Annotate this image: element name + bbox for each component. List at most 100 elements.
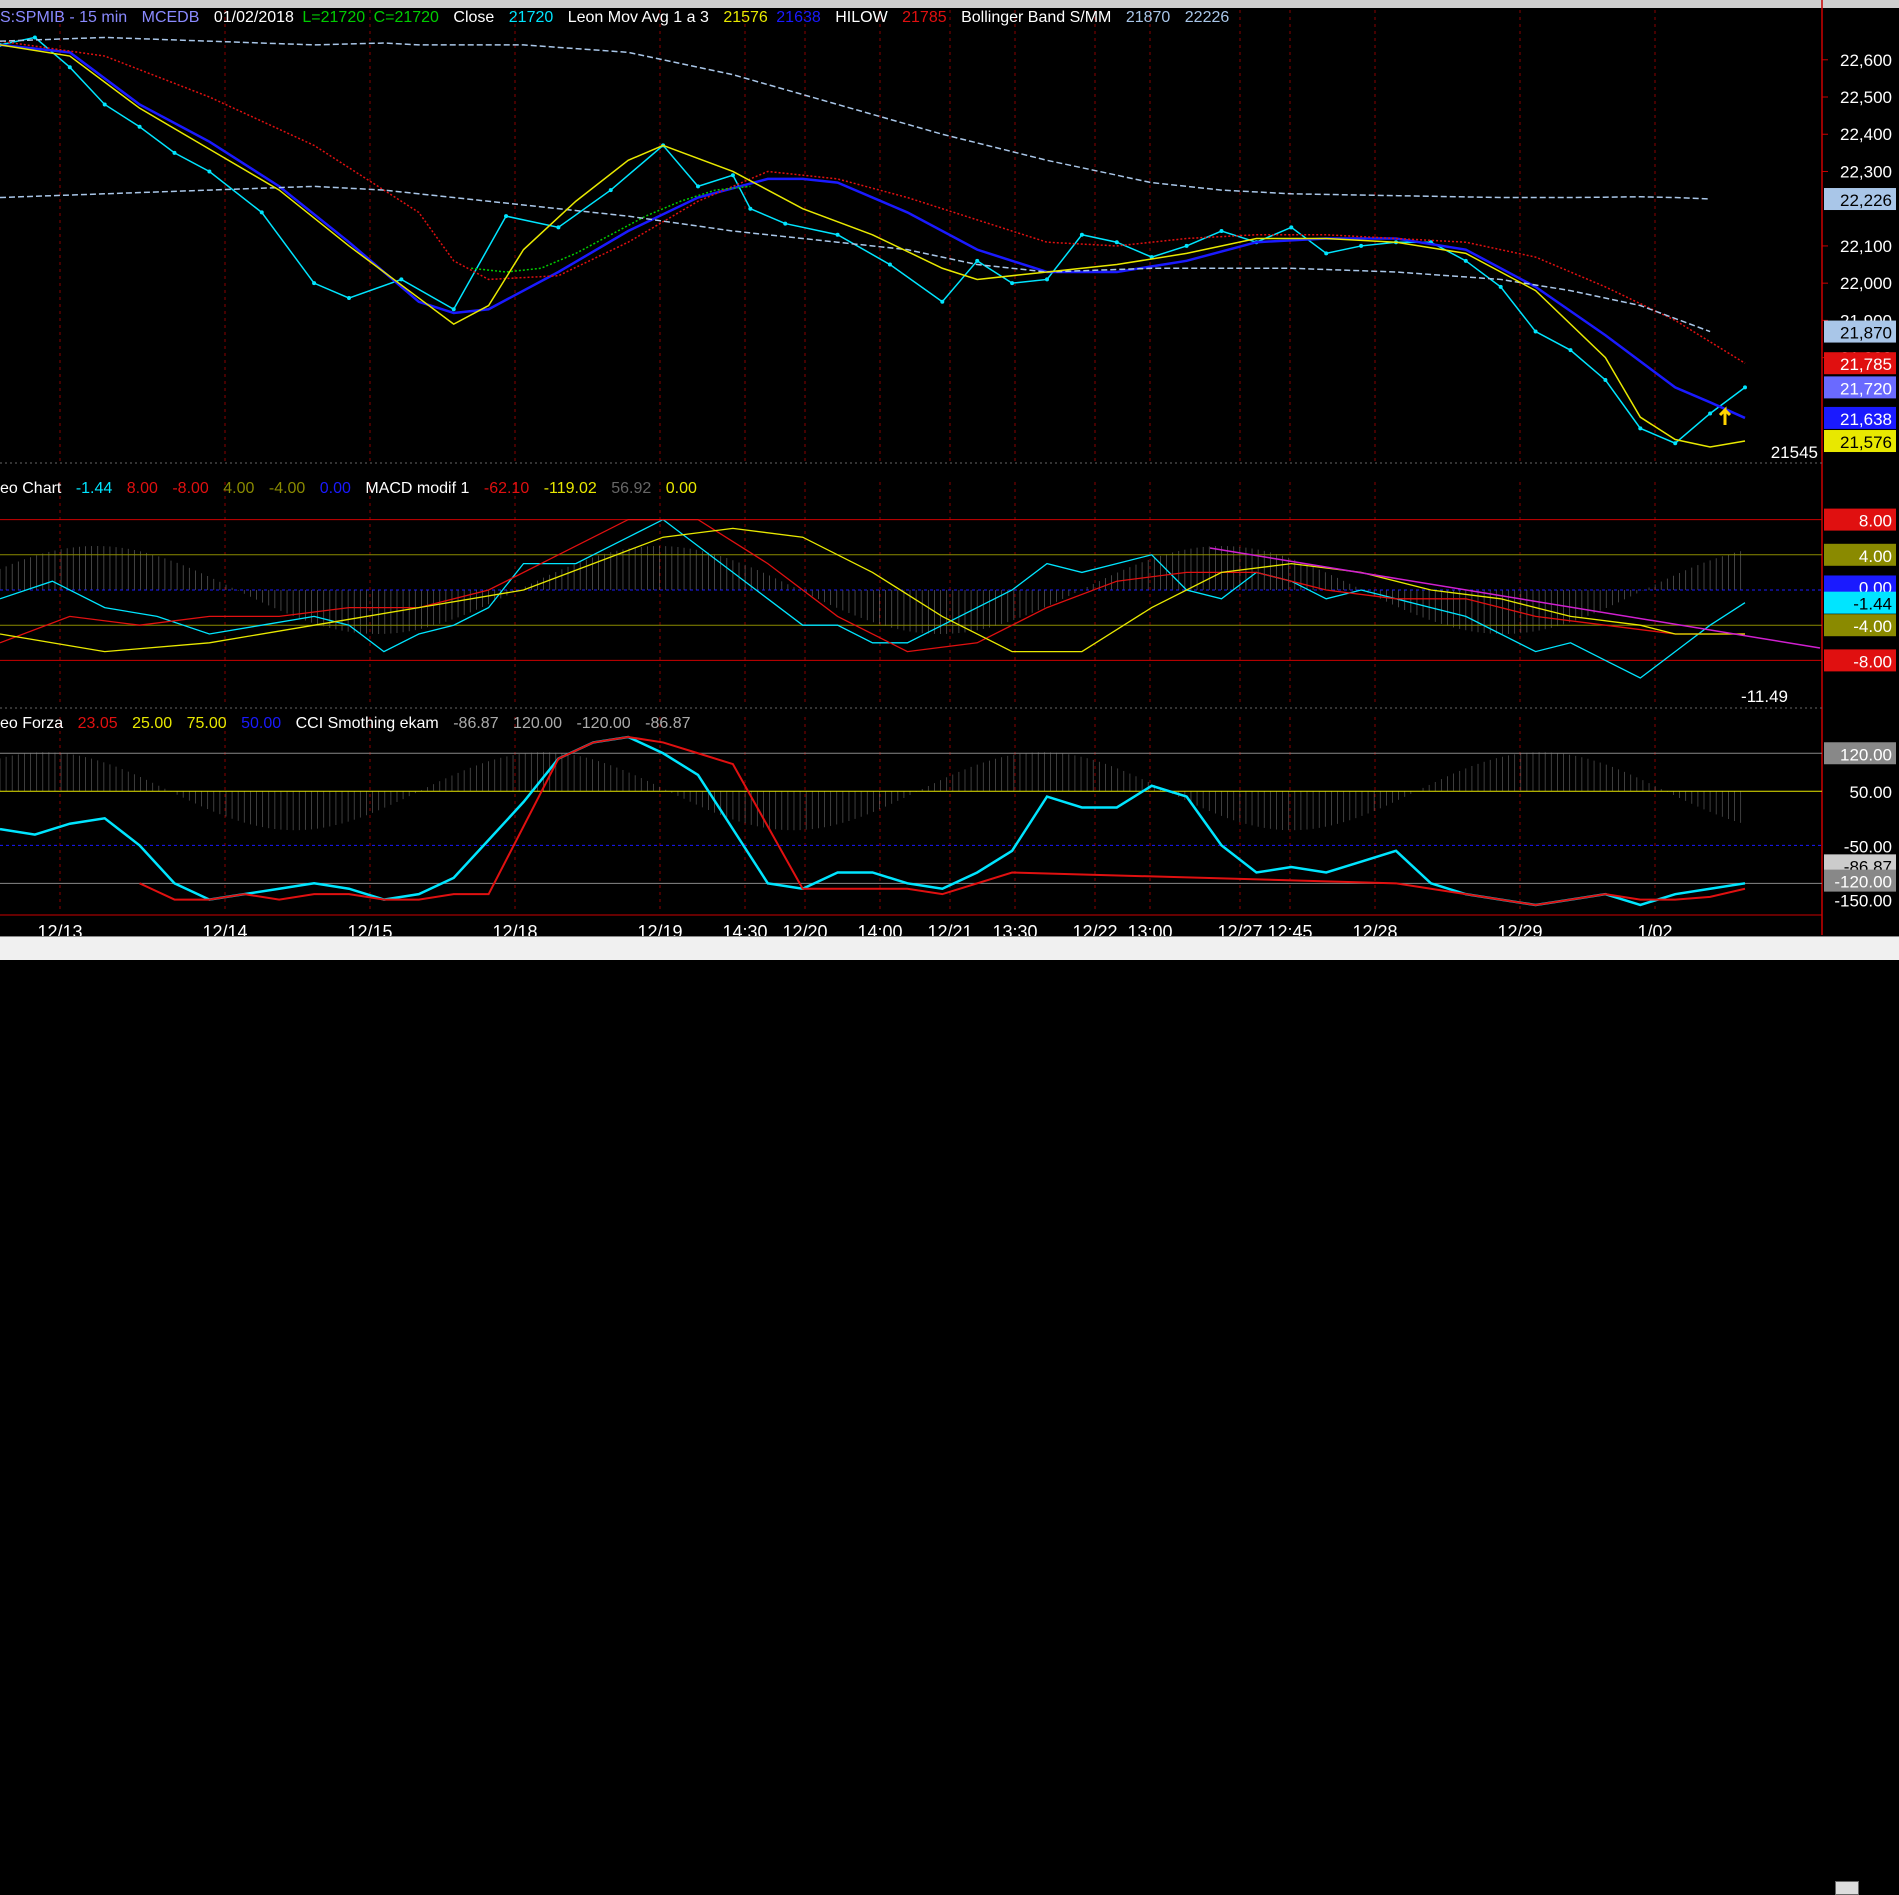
macd-v6: 0.00 [319, 480, 351, 497]
low-label: L=21720 [302, 9, 366, 26]
cci-c2: 120.00 [513, 715, 562, 732]
price-value-tag-bg [1824, 320, 1896, 343]
macd-chart-name: eo Chart [0, 480, 62, 497]
price-point [748, 206, 753, 211]
price-point [835, 232, 840, 237]
close-label: Close [453, 9, 495, 26]
cci-indicator-name: CCI Smothing ekam [295, 715, 439, 732]
scrollbar-thumb[interactable] [1835, 1881, 1859, 1895]
price-value-tag: 21,785 [1840, 355, 1892, 374]
price-value-tag: 21,576 [1840, 433, 1892, 452]
price-value-tag: 21,720 [1840, 379, 1892, 398]
price-point [1533, 329, 1538, 334]
price-point [608, 188, 613, 193]
macd-value-tag-bg [1824, 591, 1896, 614]
cci-chart-name: eo Forza [0, 715, 64, 732]
macd-series-line [0, 518, 1746, 679]
macd-panel-header: eo Chart -1.44 8.00 -8.00 4.00 -4.00 0.0… [0, 480, 707, 498]
close-value: 21720 [508, 9, 554, 26]
close-eq-label: C=21720 [373, 9, 439, 26]
price-point [504, 214, 509, 219]
price-point [696, 184, 700, 189]
macd-indicator-name: MACD modif 1 [365, 480, 470, 497]
price-point [1638, 426, 1643, 431]
price-value-tag-bg [1824, 376, 1896, 399]
cci-v4: 50.00 [241, 715, 282, 732]
price-point [1673, 441, 1678, 446]
cci-value-tag: 50.00 [1849, 783, 1892, 802]
buy-arrow-icon [1718, 406, 1732, 425]
price-value-tag-bg [1824, 188, 1896, 211]
ma-name: Leon Mov Avg 1 a 3 [567, 9, 709, 26]
macd-value-tag-bg [1824, 614, 1896, 637]
price-point [730, 173, 735, 178]
macd-value-tag-bg [1824, 543, 1896, 566]
price-point [1324, 251, 1329, 256]
cci-series-line [0, 735, 1746, 907]
price-series-line [0, 36, 1746, 445]
macd-low-marker: -11.49 [1741, 687, 1788, 706]
price-point [1010, 281, 1015, 286]
price-point [137, 124, 142, 129]
price-value-tag-bg [1824, 430, 1896, 453]
price-point [783, 221, 788, 226]
price-point [975, 258, 980, 263]
price-point [1498, 284, 1503, 289]
horizontal-scrollbar[interactable] [0, 936, 1899, 1895]
price-tick-label: 22,600 [1840, 51, 1892, 70]
price-point [399, 277, 404, 282]
price-series-line [0, 36, 1711, 200]
price-point [1743, 385, 1747, 390]
cci-v2: 25.00 [132, 715, 173, 732]
price-point [1708, 411, 1713, 416]
price-point [207, 169, 212, 174]
price-low-marker: 21545 [1771, 443, 1818, 462]
cci-panel-header: eo Forza 23.05 25.00 75.00 50.00 CCI Smo… [0, 715, 701, 733]
macd-value-tag: -1.44 [1853, 595, 1892, 614]
price-value-tag-bg [1824, 406, 1896, 429]
price-point [451, 307, 456, 312]
cci-value-tag: 120.00 [1840, 745, 1892, 764]
price-value-tag-bg [1824, 352, 1896, 375]
source-label: MCEDB [141, 9, 200, 26]
macd-value-tag-bg [1824, 649, 1896, 672]
macd-series-line [0, 527, 1745, 653]
price-point [1359, 243, 1364, 248]
ma-value-2: 21638 [776, 9, 821, 26]
macd-v4: 4.00 [223, 480, 255, 497]
price-point [1289, 225, 1294, 230]
price-value-tag: 21,638 [1840, 410, 1892, 429]
price-point [1114, 240, 1119, 245]
cci-value-tag: -150.00 [1834, 892, 1892, 911]
bb-high: 22226 [1184, 9, 1230, 26]
price-panel-header: S:SPMIB - 15 min MCEDB 01/02/2018 L=2172… [0, 9, 1239, 27]
macd-v3: -8.00 [172, 480, 209, 497]
price-point [1079, 232, 1084, 237]
price-point [1568, 348, 1573, 353]
macd-v2: 8.00 [126, 480, 158, 497]
macd-series-line [0, 518, 1745, 653]
price-tick-label: 22,000 [1840, 274, 1892, 293]
price-tick-label: 22,500 [1840, 88, 1892, 107]
cci-value-tag: -50.00 [1844, 837, 1892, 856]
price-tick-label: 22,300 [1840, 162, 1892, 181]
price-series-line [0, 40, 1746, 364]
macd-v1: -1.44 [75, 480, 113, 497]
date-label: 01/02/2018 [213, 9, 294, 26]
price-series-line [0, 185, 1711, 333]
macd-m1: -62.10 [483, 480, 530, 497]
price-point [67, 65, 72, 70]
price-value-tag: 21,870 [1840, 324, 1892, 343]
price-value-tag: 22,226 [1840, 191, 1892, 210]
price-point [312, 281, 317, 286]
macd-value-tag: 8.00 [1859, 512, 1892, 531]
price-point [887, 262, 892, 267]
macd-value-tag: 4.00 [1859, 547, 1892, 566]
cci-value-tag: -120.00 [1834, 873, 1892, 892]
price-point [556, 225, 561, 230]
price-point [940, 299, 945, 304]
cci-v3: 75.00 [186, 715, 227, 732]
macd-trendline [1209, 547, 1821, 649]
cci-value-tag-bg [1824, 742, 1896, 765]
hilow-label: HILOW [835, 9, 888, 26]
